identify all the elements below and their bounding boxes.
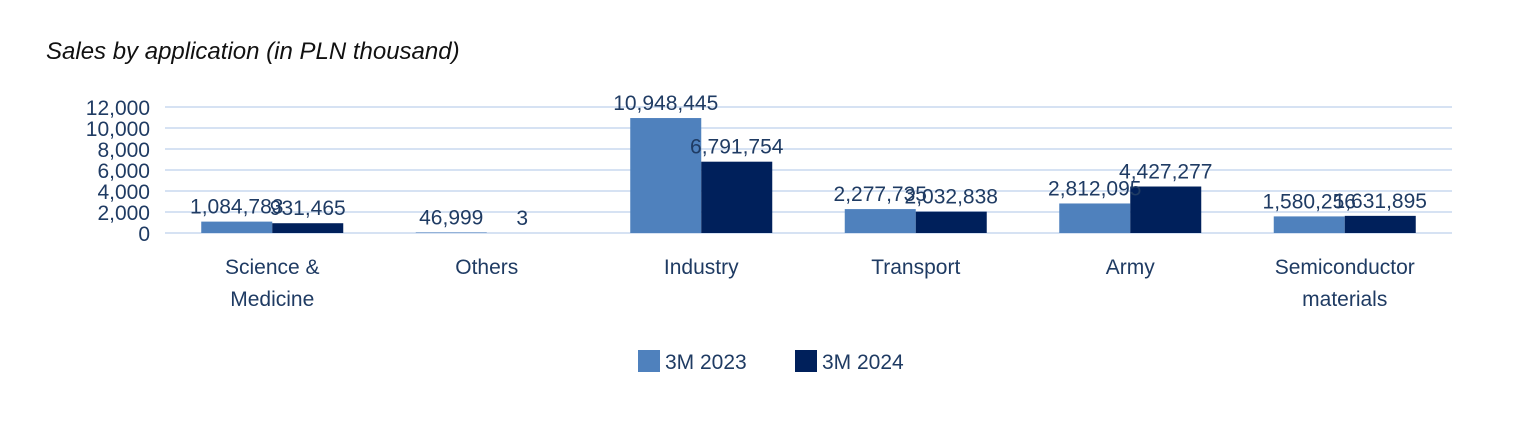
data-label: 1,580,256 — [1263, 190, 1356, 213]
category-label: Industry — [664, 256, 739, 279]
y-tick-label: 12,000 — [86, 97, 150, 120]
bar-3m-2024 — [272, 223, 344, 233]
y-tick-label: 6,000 — [97, 160, 150, 183]
bar-3m-2024 — [701, 161, 773, 233]
data-label: 2,277,735 — [834, 183, 927, 206]
legend-swatch — [795, 350, 817, 372]
category-label: Army — [1106, 256, 1155, 279]
data-label: 6,791,754 — [690, 136, 784, 159]
data-label: 2,812,095 — [1048, 177, 1141, 200]
chart-title: Sales by application (in PLN thousand) — [46, 38, 460, 65]
y-tick-label: 10,000 — [86, 118, 150, 141]
gridlines — [165, 106, 1452, 234]
bar-3m-2023 — [1059, 203, 1131, 233]
y-tick-label: 0 — [138, 223, 150, 246]
y-tick-label: 8,000 — [97, 139, 150, 162]
data-label: 10,948,445 — [613, 92, 718, 115]
category-label: Science & Medicine — [225, 256, 320, 311]
category-label: Transport — [871, 256, 960, 279]
category-label: Others — [455, 256, 518, 279]
bar-3m-2023 — [1273, 216, 1345, 233]
data-label: 46,999 — [419, 207, 483, 230]
data-label: 4,427,277 — [1119, 161, 1212, 184]
bar-3m-2024 — [1130, 186, 1202, 233]
bar-3m-2023 — [201, 221, 273, 233]
bar-3m-2023 — [630, 118, 702, 233]
data-label: 2,032,838 — [905, 186, 998, 209]
data-label: 1,084,783 — [190, 196, 283, 219]
bar-3m-2024 — [1344, 215, 1416, 233]
data-label: 3 — [516, 207, 528, 230]
bars — [201, 118, 1416, 233]
y-tick-label: 2,000 — [97, 202, 150, 225]
legend-label: 3M 2024 — [822, 351, 904, 374]
x-axis-categories: Science & Medicine Others Industry Transport… — [225, 256, 1415, 311]
category-label: Semiconductor materials — [1275, 256, 1415, 311]
bar-3m-2023 — [844, 209, 916, 233]
y-tick-label: 4,000 — [97, 181, 150, 204]
data-label: 1,631,895 — [1334, 190, 1427, 213]
legend: 3M 2023 3M 2024 — [638, 350, 904, 374]
legend-label: 3M 2023 — [665, 351, 747, 374]
bar-3m-2024 — [915, 211, 987, 233]
legend-swatch — [638, 350, 660, 372]
data-label: 931,465 — [270, 197, 346, 220]
